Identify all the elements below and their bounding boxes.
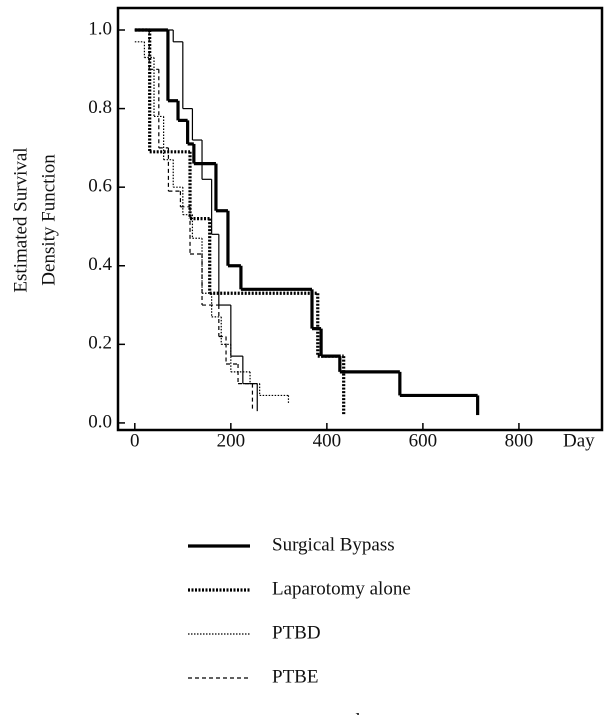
legend-label: PTBE (272, 666, 318, 687)
legend-label: PTBD (272, 622, 321, 643)
y-tick-label: 0.2 (88, 333, 112, 354)
x-tick-label: 0 (130, 430, 140, 451)
y-tick-label: 0.4 (88, 254, 112, 275)
x-tick-label: 200 (217, 430, 246, 451)
x-tick-label: 800 (505, 430, 534, 451)
y-tick-label: 0.6 (88, 176, 112, 197)
y-tick-label: 0.8 (88, 97, 112, 118)
plot-frame (116, 6, 604, 432)
legend-label: not excuted (272, 710, 361, 715)
legend-label: Surgical Bypass (272, 534, 395, 555)
x-axis-label: Day (563, 430, 595, 451)
y-tick-label: 0.0 (88, 411, 112, 432)
x-tick-label: 600 (409, 430, 438, 451)
y-axis-label: Estimated Survival (10, 147, 31, 292)
x-tick-label: 400 (313, 430, 342, 451)
y-axis-label: Density Function (38, 154, 59, 286)
legend-label: Laparotomy alone (272, 578, 411, 599)
y-tick-label: 1.0 (88, 18, 112, 39)
